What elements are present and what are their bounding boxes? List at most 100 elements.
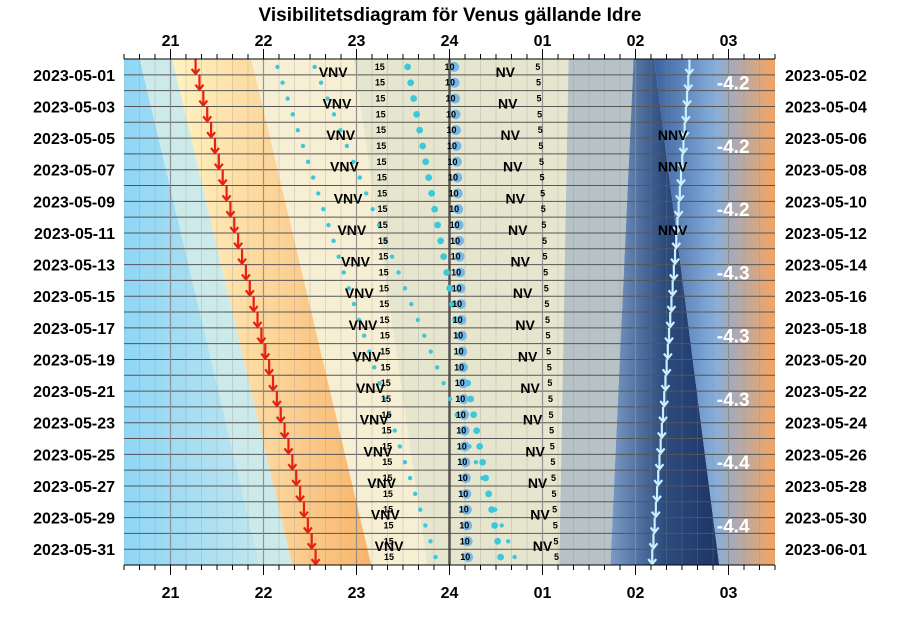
right-date-label: 2023-05-06 (785, 131, 867, 148)
venus-position-dot (312, 64, 317, 70)
venus-altitude-marker (453, 220, 464, 231)
sunrise-arrow (648, 533, 659, 551)
venus-position-dot (422, 158, 430, 166)
venus-position-dot (491, 522, 499, 529)
altitude-label: 5 (540, 188, 545, 198)
altitude-label: 5 (543, 252, 548, 262)
altitude-label: 10 (450, 220, 460, 230)
venus-position-dot (423, 523, 428, 528)
altitude-label: 10 (459, 505, 469, 515)
altitude-label: 15 (384, 536, 394, 546)
venus-altitude-marker (460, 457, 471, 468)
sunset-arrow-head (190, 68, 201, 76)
sunrise-arrow-head (661, 368, 672, 377)
top-hour-label: 22 (255, 33, 273, 50)
altitude-label: 10 (458, 489, 468, 499)
sunset-arrow-head (237, 257, 247, 266)
venus-position-dot (488, 506, 496, 514)
direction-label-west: VNV (323, 95, 352, 111)
sunset-arrow (202, 106, 213, 124)
sunset-arrow (237, 248, 247, 266)
sunset-arrow-head (241, 273, 251, 282)
venus-position-dot (392, 428, 397, 433)
sunset-arrow (268, 375, 278, 392)
right-date-label: 2023-06-01 (785, 542, 867, 559)
left-date-axis: 2023-05-01 2023-05-03 2023-05-05 2023-05-07… (33, 68, 115, 559)
sunrise-arrow (682, 90, 692, 108)
sunset-arrow (229, 217, 240, 234)
altitude-label: 15 (375, 62, 385, 72)
sunrise-arrow (670, 248, 680, 266)
venus-position-dot (389, 254, 395, 259)
left-date-label: 2023-05-23 (33, 416, 115, 433)
left-date-label: 2023-05-21 (33, 384, 115, 401)
sunset-arrow (256, 327, 267, 345)
sunrise-arrow (673, 201, 684, 218)
venus-position-dot (422, 333, 427, 338)
sunset-arrow (283, 438, 294, 456)
sunrise-arrow-head (652, 495, 662, 503)
altitude-label: 5 (547, 378, 552, 388)
altitude-label: 5 (546, 331, 551, 341)
venus-altitude-marker (455, 299, 466, 310)
altitude-label: 10 (454, 362, 464, 372)
altitude-label: 15 (376, 125, 386, 135)
venus-position-dot (331, 112, 337, 117)
right-date-label: 2023-05-14 (785, 258, 867, 275)
sunset-arrow (217, 169, 228, 187)
altitude-label: 10 (444, 62, 454, 72)
direction-label-west: VNV (341, 254, 370, 270)
top-hour-label: 24 (441, 33, 459, 50)
sunrise-arrow-head (672, 226, 683, 234)
sunrise-arrow (679, 122, 690, 139)
magnitude-label: -4.2 (717, 200, 750, 221)
right-date-axis: 2023-05-02 2023-05-04 2023-05-06 2023-05-08… (785, 68, 867, 559)
venus-position-dot (470, 411, 478, 419)
sunset-arrow-head (299, 510, 309, 519)
sunset-arrow (213, 153, 224, 171)
sunrise-arrow (650, 501, 661, 519)
venus-position-dot (431, 205, 439, 213)
direction-label-nv: NV (533, 538, 553, 554)
altitude-label: 5 (544, 299, 549, 309)
right-date-label: 2023-05-12 (785, 226, 867, 243)
direction-label-west: VNV (352, 348, 381, 364)
sunrise-arrow-head (678, 147, 689, 155)
direction-label-west: VNV (367, 475, 396, 491)
venus-position-dot (300, 143, 306, 149)
right-date-label: 2023-05-24 (785, 416, 867, 433)
sunrise-arrow-head (665, 321, 676, 329)
direction-label-nv: NV (530, 507, 550, 523)
venus-altitude-marker (450, 125, 461, 136)
sunset-arrow (275, 406, 286, 424)
venus-altitude-marker (456, 330, 467, 341)
sunset-arrow-head (272, 400, 282, 408)
sunset-arrow (248, 296, 259, 313)
sunset-arrow-head (287, 463, 298, 471)
venus-altitude-marker (462, 520, 473, 531)
altitude-label: 15 (380, 362, 390, 372)
altitude-label: 10 (454, 347, 464, 357)
bottom-hour-axis: 21 22 23 24 01 02 03 (123, 564, 776, 602)
altitude-label: 10 (449, 204, 459, 214)
left-date-label: 2023-05-05 (33, 131, 115, 148)
venus-position-dot (428, 539, 433, 544)
chart-title: Visibilitetsdiagram för Venus gällande I… (259, 5, 642, 26)
sunrise-arrow-head (677, 163, 688, 171)
sunrise-arrow-head (654, 463, 665, 471)
altitude-label: 10 (448, 173, 458, 183)
left-date-label: 2023-05-13 (33, 258, 115, 275)
venus-position-dot (407, 79, 415, 87)
venus-position-dot (473, 427, 481, 434)
sunrise-arrow-head (670, 257, 680, 266)
direction-label-west: VNV (319, 64, 348, 80)
altitude-label: 5 (541, 220, 546, 230)
altitude-label: 10 (460, 552, 470, 562)
sunset-arrow-head (198, 99, 209, 108)
sunrise-arrow-head (673, 210, 684, 218)
venus-altitude-marker (459, 409, 470, 420)
altitude-label: 15 (382, 426, 392, 436)
sunset-arrow (260, 343, 271, 361)
altitude-label: 5 (538, 125, 543, 135)
direction-label-nv: NV (520, 380, 540, 396)
